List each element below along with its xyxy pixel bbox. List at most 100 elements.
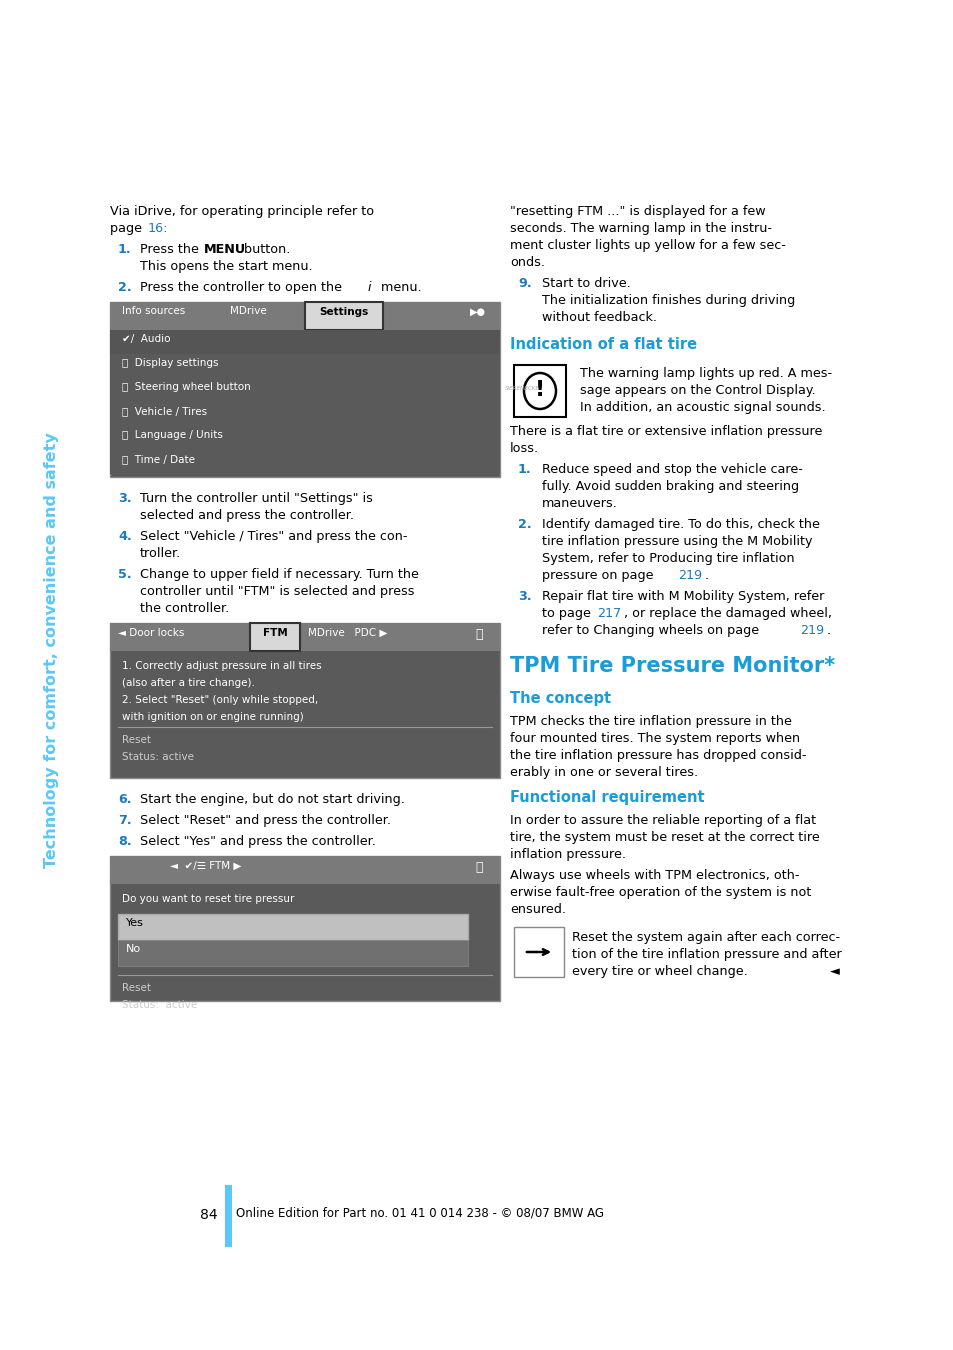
Text: 16:: 16: — [148, 221, 169, 235]
Text: !: ! — [535, 379, 544, 400]
Text: MENU: MENU — [204, 243, 246, 256]
Text: 2.: 2. — [517, 518, 531, 531]
Text: Via iDrive, for operating principle refer to: Via iDrive, for operating principle refe… — [110, 205, 374, 217]
Text: 9.: 9. — [517, 277, 531, 290]
Text: 217: 217 — [597, 608, 620, 620]
Text: The concept: The concept — [510, 691, 611, 706]
FancyBboxPatch shape — [110, 622, 499, 651]
Text: Reset the system again after each correc-: Reset the system again after each correc… — [572, 931, 840, 944]
Text: Technology for comfort, convenience and safety: Technology for comfort, convenience and … — [45, 432, 59, 868]
Text: with ignition on or engine running): with ignition on or engine running) — [122, 711, 303, 722]
Text: maneuvers.: maneuvers. — [541, 497, 618, 510]
FancyBboxPatch shape — [110, 622, 499, 778]
Text: without feedback.: without feedback. — [541, 310, 657, 324]
Text: Press the controller to open the: Press the controller to open the — [140, 281, 346, 294]
Text: 219: 219 — [800, 624, 823, 637]
Text: ◄ Door locks: ◄ Door locks — [118, 628, 184, 639]
Text: Select "Reset" and press the controller.: Select "Reset" and press the controller. — [140, 814, 391, 828]
Text: MDrive   PDC ▶: MDrive PDC ▶ — [308, 628, 387, 639]
Text: ␡  Steering wheel button: ␡ Steering wheel button — [122, 382, 251, 391]
Text: erably in one or several tires.: erably in one or several tires. — [510, 765, 698, 779]
FancyBboxPatch shape — [110, 354, 499, 378]
Text: 5.: 5. — [118, 568, 132, 580]
Text: Yes: Yes — [126, 918, 144, 927]
Text: page: page — [110, 221, 146, 235]
FancyBboxPatch shape — [110, 302, 499, 477]
Text: 3.: 3. — [517, 590, 531, 603]
Text: 7.: 7. — [118, 814, 132, 828]
Text: There is a flat tire or extensive inflation pressure: There is a flat tire or extensive inflat… — [510, 425, 821, 437]
Text: Always use wheels with TPM electronics, oth-: Always use wheels with TPM electronics, … — [510, 869, 799, 882]
Text: Select "Yes" and press the controller.: Select "Yes" and press the controller. — [140, 836, 375, 848]
Text: sage appears on the Control Display.: sage appears on the Control Display. — [579, 383, 815, 397]
Text: , or replace the damaged wheel,: , or replace the damaged wheel, — [623, 608, 831, 620]
FancyBboxPatch shape — [110, 856, 499, 884]
Text: Identify damaged tire. To do this, check the: Identify damaged tire. To do this, check… — [541, 518, 819, 531]
Text: controller until "FTM" is selected and press: controller until "FTM" is selected and p… — [140, 585, 414, 598]
Text: Settings: Settings — [319, 306, 368, 317]
Text: the tire inflation pressure has dropped consid-: the tire inflation pressure has dropped … — [510, 749, 805, 761]
Text: ⦿: ⦿ — [475, 861, 482, 873]
Text: ◄: ◄ — [829, 965, 839, 977]
Text: SIERENBCKER: SIERENBCKER — [504, 386, 543, 391]
Text: onds.: onds. — [510, 256, 544, 269]
Text: erwise fault-free operation of the system is not: erwise fault-free operation of the syste… — [510, 886, 810, 899]
Text: fully. Avoid sudden braking and steering: fully. Avoid sudden braking and steering — [541, 481, 799, 493]
Text: In addition, an acoustic signal sounds.: In addition, an acoustic signal sounds. — [579, 401, 824, 414]
Text: button.: button. — [240, 243, 290, 256]
Text: Press the: Press the — [140, 243, 203, 256]
Text: TPM checks the tire inflation pressure in the: TPM checks the tire inflation pressure i… — [510, 716, 791, 728]
Text: 8.: 8. — [118, 836, 132, 848]
Text: This opens the start menu.: This opens the start menu. — [140, 261, 313, 273]
Text: selected and press the controller.: selected and press the controller. — [140, 509, 354, 522]
Text: Start the engine, but do not start driving.: Start the engine, but do not start drivi… — [140, 792, 404, 806]
Text: No: No — [126, 944, 141, 954]
Text: .: . — [826, 624, 830, 637]
Text: ✔/  Audio: ✔/ Audio — [122, 333, 171, 344]
FancyBboxPatch shape — [110, 378, 499, 402]
Text: Reduce speed and stop the vehicle care-: Reduce speed and stop the vehicle care- — [541, 463, 802, 477]
Text: Indication of a flat tire: Indication of a flat tire — [510, 338, 697, 352]
Text: 1.: 1. — [517, 463, 531, 477]
Text: 1.: 1. — [118, 243, 132, 256]
Text: Status: active: Status: active — [122, 752, 193, 761]
Text: tire inflation pressure using the M Mobility: tire inflation pressure using the M Mobi… — [541, 535, 812, 548]
Text: TPM Tire Pressure Monitor*: TPM Tire Pressure Monitor* — [510, 656, 835, 676]
FancyBboxPatch shape — [514, 364, 565, 417]
Text: ▶●: ▶● — [470, 306, 485, 317]
FancyBboxPatch shape — [514, 927, 563, 977]
FancyBboxPatch shape — [110, 329, 499, 354]
Text: .: . — [704, 568, 708, 582]
Text: ensured.: ensured. — [510, 903, 565, 917]
Text: 4.: 4. — [118, 531, 132, 543]
Text: ment cluster lights up yellow for a few sec-: ment cluster lights up yellow for a few … — [510, 239, 785, 252]
Text: System, refer to Producing tire inflation: System, refer to Producing tire inflatio… — [541, 552, 794, 566]
FancyBboxPatch shape — [225, 1185, 232, 1247]
Text: Reset: Reset — [122, 983, 151, 994]
Text: Select "Vehicle / Tires" and press the con-: Select "Vehicle / Tires" and press the c… — [140, 531, 407, 543]
Text: troller.: troller. — [140, 547, 181, 560]
Text: to page: to page — [541, 608, 595, 620]
Text: refer to Changing wheels on page: refer to Changing wheels on page — [541, 624, 762, 637]
Text: 3.: 3. — [118, 491, 132, 505]
Text: The warning lamp lights up red. A mes-: The warning lamp lights up red. A mes- — [579, 367, 831, 379]
FancyBboxPatch shape — [110, 427, 499, 450]
Text: "resetting FTM ..." is displayed for a few: "resetting FTM ..." is displayed for a f… — [510, 205, 765, 217]
Text: ⦿: ⦿ — [475, 628, 482, 641]
FancyBboxPatch shape — [110, 402, 499, 427]
FancyBboxPatch shape — [118, 940, 468, 967]
Text: Functional requirement: Functional requirement — [510, 790, 704, 805]
Text: every tire or wheel change.: every tire or wheel change. — [572, 965, 747, 977]
Text: Status:  active: Status: active — [122, 1000, 197, 1010]
Text: 2.: 2. — [118, 281, 132, 294]
Text: seconds. The warning lamp in the instru-: seconds. The warning lamp in the instru- — [510, 221, 771, 235]
Text: 84: 84 — [200, 1208, 218, 1222]
Text: Reset: Reset — [122, 734, 151, 745]
FancyBboxPatch shape — [118, 914, 468, 940]
Text: Start to drive.: Start to drive. — [541, 277, 630, 290]
Text: Repair flat tire with M Mobility System, refer: Repair flat tire with M Mobility System,… — [541, 590, 823, 603]
Text: The initialization finishes during driving: The initialization finishes during drivi… — [541, 294, 795, 306]
FancyBboxPatch shape — [110, 302, 499, 329]
Text: i: i — [368, 281, 371, 294]
Text: Online Edition for Part no. 01 41 0 014 238 - © 08/07 BMW AG: Online Edition for Part no. 01 41 0 014 … — [235, 1207, 603, 1220]
